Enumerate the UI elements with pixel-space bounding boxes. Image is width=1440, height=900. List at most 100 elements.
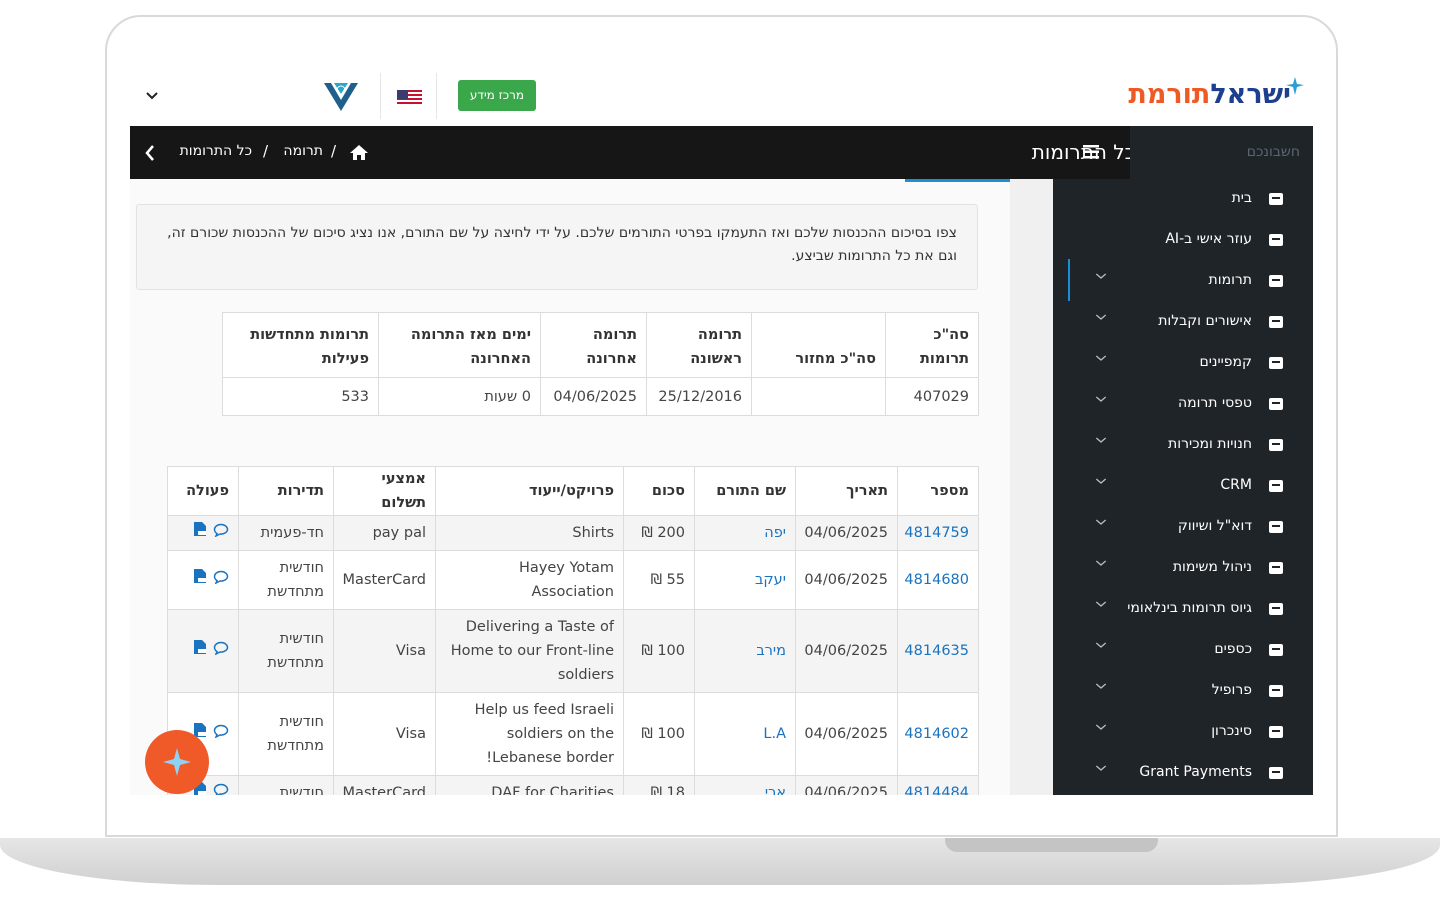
payment-method: pay pal [333,515,436,551]
payment-method: MasterCard [333,550,436,610]
top-bar: ישראלתורמת מרכז מידע [130,65,1313,126]
comment-icon[interactable] [213,641,229,656]
sidebar-icon [1269,767,1283,779]
sidebar-chevron [1095,478,1107,484]
actions [167,550,239,610]
laptop-notch [945,838,1158,852]
sidebar-label: אישורים וקבלות [1158,313,1252,329]
donation-id[interactable]: 4814680 [897,550,979,610]
sidebar-label: גיוס תרומות בינלאומי [1127,600,1252,616]
sidebar-label: סינכרון [1211,723,1252,739]
donor-name[interactable]: L.A [694,692,796,776]
sidebar-item[interactable]: אישורים וקבלות [1053,302,1313,343]
pdf-icon[interactable] [193,639,207,655]
menu-toggle[interactable] [1083,145,1099,159]
sidebar-label: טפסי תרומה [1177,395,1252,411]
assistant-icon [163,748,191,776]
sidebar-chevron [1095,355,1107,361]
active-indicator [1068,259,1070,301]
sidebar-icon [1269,644,1283,656]
project: DAF for Charities [435,775,624,795]
amount: 100 ₪ [623,692,695,776]
donor-name[interactable]: מירב [694,609,796,693]
back-chevron[interactable] [145,145,155,161]
org-logo[interactable] [322,80,360,114]
sidebar-label: כספים [1214,641,1252,657]
frequency: חד-פעמית [238,515,334,551]
breadcrumb-item[interactable]: תרומה [283,143,323,159]
sidebar-item[interactable]: בית [1053,179,1313,220]
donor-name[interactable]: יעקב [694,550,796,610]
sidebar-item[interactable]: CRM [1053,466,1313,507]
logo[interactable]: ישראלתורמת [1128,79,1291,110]
table-header: שם התורם [694,466,796,516]
comment-icon[interactable] [213,570,229,585]
sidebar-item[interactable]: קמפיינים [1053,343,1313,384]
pdf-icon[interactable] [193,521,207,537]
pdf-icon[interactable] [193,722,207,738]
table-header: סכום [623,466,695,516]
payment-method: Visa [333,692,436,776]
sidebar-label: חנויות ומכירות [1168,436,1252,452]
sidebar-item[interactable]: עוזר אישי ב-AI [1053,220,1313,261]
sidebar-icon [1269,275,1283,287]
comment-icon[interactable] [213,523,229,538]
project: Shirts [435,515,624,551]
frequency: חודשית [238,775,334,795]
table-row: 4814759 04/06/2025 יפה 200 ₪ Shirts pay pal חד… [167,515,979,551]
sidebar-label: עוזר אישי ב-AI [1165,231,1252,247]
donations-table: מספר תאריך שם התורם סכום פרויקט/ייעוד אמצעי ת… [167,466,979,795]
sidebar-item[interactable]: ניהול משימות [1053,548,1313,589]
sidebar-item[interactable]: סינכרון [1053,712,1313,753]
logo-part: תורמת [1128,79,1211,110]
sidebar-icon [1269,398,1283,410]
comment-icon[interactable] [213,783,229,795]
date: 04/06/2025 [795,775,898,795]
table-row: 4814484 04/06/2025 ארי 18 ₪ DAF for Charitie… [167,775,979,795]
dropdown-chevron[interactable] [146,91,158,101]
donor-name[interactable]: ארי [694,775,796,795]
laptop-base [0,838,1440,885]
sidebar-icon [1269,357,1283,369]
info-button[interactable]: מרכז מידע [458,80,536,111]
sidebar-item[interactable]: כספים [1053,630,1313,671]
scrollbar-track [1010,179,1053,795]
divider [436,73,437,119]
comment-icon[interactable] [213,724,229,739]
donation-id[interactable]: 4814759 [897,515,979,551]
title-bar: כל התרומות / תרומה / כל התרומות [130,126,1135,182]
sidebar-item[interactable]: פרופיל [1053,671,1313,712]
sidebar-chevron [1095,273,1107,279]
sidebar-item[interactable]: טפסי תרומה [1053,384,1313,425]
assistant-button[interactable] [145,730,209,794]
flag-us[interactable] [397,90,422,106]
sidebar-item[interactable]: חנויות ומכירות [1053,425,1313,466]
donation-id[interactable]: 4814484 [897,775,979,795]
divider [380,73,381,119]
frequency: חודשית מתחדשת [238,692,334,776]
pdf-icon[interactable] [193,568,207,584]
home-icon[interactable] [349,144,369,161]
summary-value: 25/12/2016 [646,377,752,416]
logo-part: ישראל [1210,79,1291,110]
sidebar-item[interactable]: גיוס תרומות בינלאומי [1053,589,1313,630]
table-header: פעולה [167,466,239,516]
breadcrumb-sep: / [263,142,269,160]
donation-id[interactable]: 4814635 [897,609,979,693]
sidebar-item[interactable]: תרומות [1053,259,1313,302]
sidebar-chevron [1095,437,1107,443]
sidebar-item[interactable]: Grant Payments [1053,753,1313,794]
summary-header: תרומה ראשונה [646,312,752,378]
donor-name[interactable]: יפה [694,515,796,551]
sidebar-icon [1269,521,1283,533]
actions [167,515,239,551]
account-label[interactable]: חשבונכם [1246,144,1300,160]
table-header: פרויקט/ייעוד [435,466,624,516]
sidebar-item[interactable]: דוא"ל ושיווק [1053,507,1313,548]
sidebar-chevron [1095,765,1107,771]
donation-id[interactable]: 4814602 [897,692,979,776]
project: Help us feed Israeli soldiers on the Leb… [435,692,624,776]
sidebar-icon [1269,193,1283,205]
date: 04/06/2025 [795,515,898,551]
